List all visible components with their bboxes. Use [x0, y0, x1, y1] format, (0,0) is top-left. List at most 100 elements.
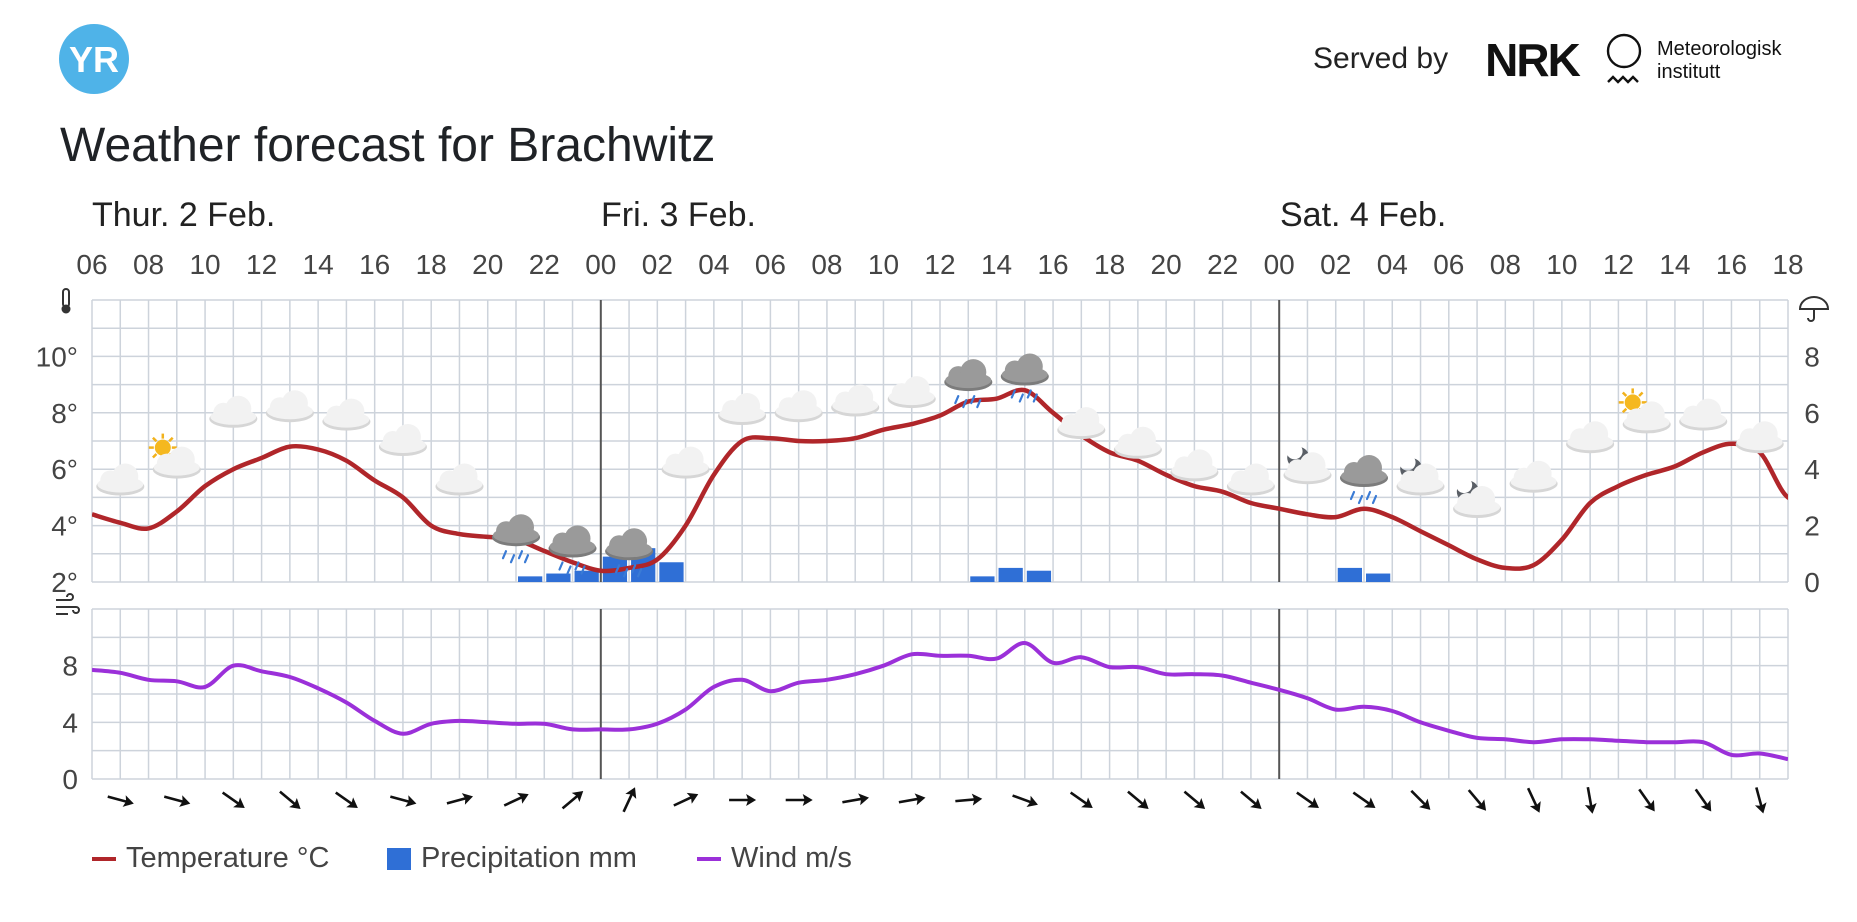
wind-direction-arrow-icon	[1240, 790, 1262, 809]
cloud-icon	[774, 390, 823, 423]
legend-temperature-swatch	[92, 856, 116, 861]
partly-sunny-icon	[148, 433, 201, 479]
nrk-logo[interactable]: NRK	[1485, 34, 1582, 86]
cloud-icon	[887, 376, 936, 409]
precipitation-tick-label: 8	[1804, 341, 1820, 372]
precipitation-bar	[546, 573, 571, 582]
x-tick-label: 04	[698, 249, 729, 280]
legend-wind-swatch	[697, 856, 721, 861]
x-tick-label: 06	[76, 249, 107, 280]
wind-direction-arrow-icon	[1526, 787, 1541, 813]
day-label-thursday: Thur. 2 Feb.	[92, 196, 276, 234]
wind-direction-arrow-icon	[622, 787, 637, 813]
wind-icon	[56, 593, 80, 615]
wind-direction-arrow-icon	[390, 795, 417, 807]
x-tick-label: 10	[189, 249, 220, 280]
night-cloud-icon	[1396, 458, 1445, 496]
cloud-icon	[96, 463, 145, 496]
wind-direction-arrows	[107, 786, 1767, 814]
x-tick-label: 00	[585, 249, 616, 280]
x-tick-label: 12	[246, 249, 277, 280]
x-tick-label: 16	[1037, 249, 1068, 280]
temperature-line	[92, 387, 1788, 574]
met-institutt-logo-text[interactable]: Meteorologisk institutt	[1657, 38, 1782, 84]
precipitation-bar	[1026, 570, 1052, 582]
temperature-tick-label: 2°	[51, 567, 78, 598]
wind-direction-arrow-icon	[1183, 790, 1206, 809]
legend-precipitation: Precipitation mm	[387, 842, 637, 875]
wind-series	[92, 641, 1788, 762]
precipitation-bar	[1366, 573, 1391, 582]
cloud-icon	[1226, 463, 1275, 496]
cloud-icon	[718, 393, 767, 425]
precipitation-tick-label: 2	[1804, 511, 1820, 542]
precipitation-bar	[659, 562, 684, 582]
wind-tick-label: 0	[62, 764, 78, 795]
precipitation-bar	[998, 567, 1023, 582]
rain-icon	[1340, 455, 1388, 505]
wind-line	[92, 641, 1788, 762]
cloud-icon	[265, 390, 314, 423]
x-tick-label: 08	[133, 249, 164, 280]
x-tick-label: 18	[1772, 249, 1803, 280]
page-title: Weather forecast for Brachwitz	[60, 119, 716, 172]
night-cloud-icon	[1453, 481, 1502, 518]
met-logo-line2: institutt	[1657, 61, 1721, 83]
legend-temperature-label: Temperature °C	[126, 842, 330, 874]
x-tick-label: 14	[303, 249, 334, 280]
wind-direction-arrow-icon	[1352, 791, 1376, 809]
legend-precipitation-label: Precipitation mm	[421, 842, 637, 874]
cloud-icon	[831, 384, 880, 417]
wind-direction-arrow-icon	[1694, 788, 1712, 812]
x-tick-label: 22	[1207, 249, 1238, 280]
cloud-icon	[378, 424, 427, 456]
cloud-icon	[1566, 421, 1615, 454]
wind-direction-arrow-icon	[1012, 794, 1038, 808]
rain-icon	[492, 514, 540, 564]
precipitation-tick-label: 0	[1804, 567, 1820, 598]
wind-direction-arrow-icon	[335, 791, 358, 809]
wind-direction-arrow-icon	[729, 794, 757, 806]
rain-icon	[944, 359, 993, 409]
wind-tick-label: 8	[62, 651, 78, 682]
met-logo-icon[interactable]	[1606, 33, 1642, 84]
wind-direction-arrow-icon	[1410, 789, 1431, 810]
x-tick-label: 12	[1603, 249, 1634, 280]
precipitation-bar	[1337, 567, 1362, 582]
wind-direction-arrow-icon	[673, 792, 699, 807]
partly-sunny-icon	[1618, 388, 1671, 434]
met-logo-line1: Meteorologisk	[1657, 38, 1782, 60]
precipitation-tick-label: 4	[1804, 454, 1820, 485]
yr-logo[interactable]: YR	[59, 24, 129, 94]
x-tick-label: 10	[868, 249, 899, 280]
wind-direction-arrow-icon	[1127, 790, 1149, 809]
cloud-icon	[1679, 398, 1728, 431]
wind-direction-arrow-icon	[955, 793, 983, 806]
x-tick-label: 16	[1716, 249, 1747, 280]
x-tick-label: 06	[755, 249, 786, 280]
wind-tick-label: 4	[62, 707, 78, 738]
wind-direction-arrow-icon	[1296, 791, 1319, 809]
wind-direction-arrow-icon	[279, 790, 301, 809]
cloud-icon	[435, 463, 484, 496]
wind-direction-arrow-icon	[1754, 787, 1767, 814]
x-tick-label: 02	[1320, 249, 1351, 280]
day-label-saturday: Sat. 4 Feb.	[1280, 196, 1447, 234]
legend-wind-label: Wind m/s	[731, 842, 852, 874]
x-tick-label: 18	[1094, 249, 1125, 280]
precipitation-tick-label: 6	[1804, 398, 1820, 429]
cloud-icon	[661, 446, 710, 479]
temperature-tick-label: 4°	[51, 511, 78, 542]
umbrella-icon	[1798, 296, 1830, 322]
legend-wind: Wind m/s	[697, 842, 852, 875]
wind-direction-arrow-icon	[898, 793, 926, 806]
x-tick-label: 20	[472, 249, 503, 280]
rain-icon	[1000, 353, 1049, 403]
x-tick-label: 08	[811, 249, 842, 280]
rain-icon	[605, 528, 654, 578]
wind-direction-arrow-icon	[221, 791, 245, 809]
night-cloud-icon	[1283, 447, 1332, 485]
precipitation-bar	[518, 576, 543, 582]
temperature-tick-label: 8°	[51, 398, 78, 429]
